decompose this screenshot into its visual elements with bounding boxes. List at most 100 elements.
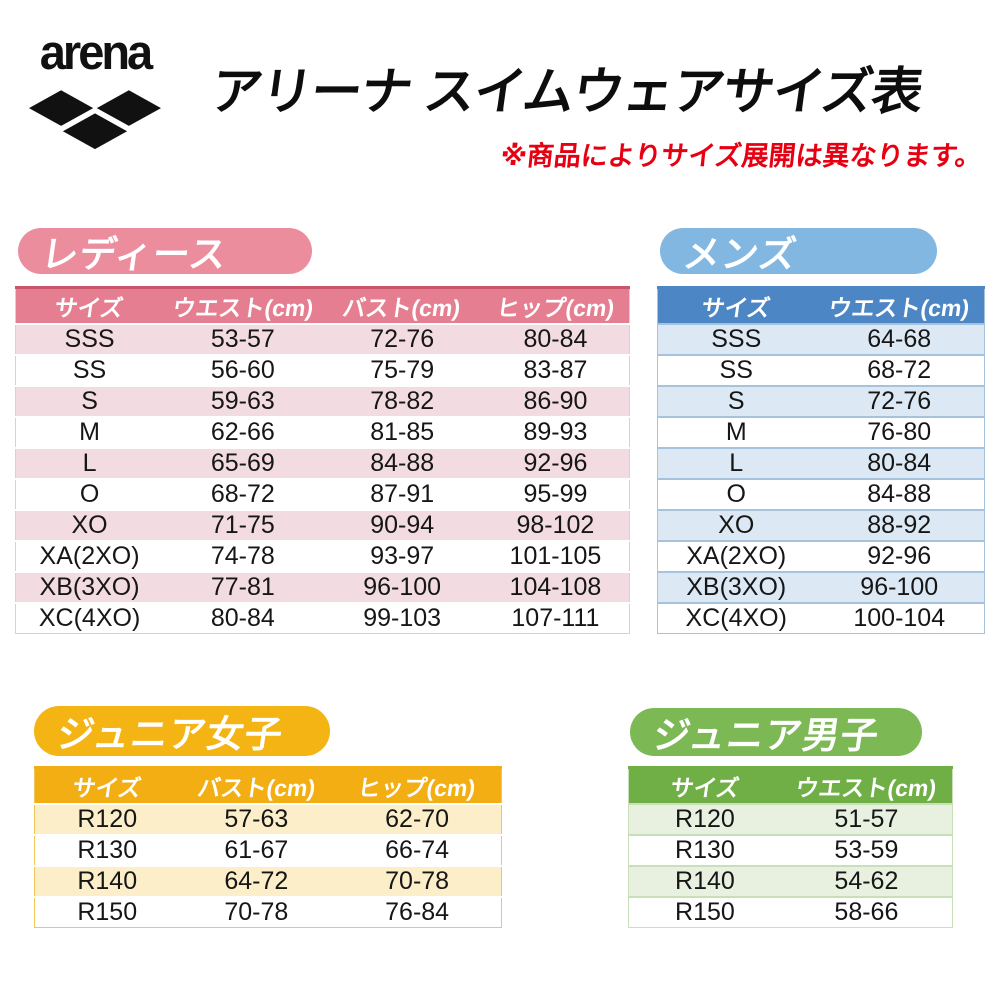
mens-table-header: サイズ ウエスト(cm) <box>657 287 985 324</box>
measurement-cell: 75-79 <box>370 356 435 384</box>
measurement-cell: 86-90 <box>523 387 588 415</box>
table-row: O 84-88 <box>657 479 985 510</box>
measurement-cell: 92-96 <box>867 542 932 570</box>
size-cell: R150 <box>675 898 735 926</box>
table-row: M 76-80 <box>657 417 985 448</box>
measurement-cell: 87-91 <box>370 480 435 508</box>
measurement-cell: 56-60 <box>210 356 275 384</box>
arena-logo-wordmark: arena <box>39 23 153 80</box>
header-row: サイズ ウエスト(cm) <box>628 767 953 804</box>
size-cell: XC(4XO) <box>685 604 787 632</box>
column-header: ヒップ(cm) <box>333 767 502 804</box>
ladies-table-body: SSS 53-57 72-76 80-84 SS 56-60 75-79 83-87 S 59-6… <box>15 324 630 634</box>
size-cell: SSS <box>64 325 115 353</box>
measurement-cell: 95-99 <box>523 480 588 508</box>
table-row: SS 56-60 75-79 83-87 <box>15 355 630 386</box>
size-cell: XO <box>718 511 755 539</box>
table-row: R150 70-78 76-84 <box>34 897 502 928</box>
measurement-cell: 76-84 <box>385 898 450 926</box>
mens-badge: メンズ <box>660 228 937 275</box>
measurement-cell: 70-78 <box>385 867 450 895</box>
arena-logo: arena <box>25 23 165 156</box>
measurement-cell: 81-85 <box>370 418 435 446</box>
measurement-cell: 58-66 <box>834 898 899 926</box>
measurement-cell: 65-69 <box>210 449 275 477</box>
size-cell: M <box>725 418 747 446</box>
junior-girls-badge: ジュニア女子 <box>34 706 330 756</box>
measurement-cell: 76-80 <box>867 418 932 446</box>
page-title: アリーナ スイムウェアサイズ表 <box>207 63 926 120</box>
measurement-cell: 66-74 <box>385 836 450 864</box>
table-row: M 62-66 81-85 89-93 <box>15 417 630 448</box>
measurement-cell: 72-76 <box>370 325 435 353</box>
table-row: SS 68-72 <box>657 355 985 386</box>
table-row: S 59-63 78-82 86-90 <box>15 386 630 417</box>
column-header: サイズ <box>657 287 815 324</box>
measurement-cell: 53-57 <box>210 325 275 353</box>
measurement-cell: 90-94 <box>370 511 435 539</box>
section-ladies: レディース サイズ ウエスト(cm) バスト(cm) ヒップ(cm) SSS 53-57… <box>15 228 630 638</box>
junior-boys-badge-label: ジュニア男子 <box>650 715 882 756</box>
measurement-cell: 98-102 <box>516 511 595 539</box>
measurement-cell: 57-63 <box>224 805 289 833</box>
measurement-cell: 51-57 <box>834 805 899 833</box>
header-row: サイズ ウエスト(cm) <box>657 287 985 324</box>
measurement-cell: 78-82 <box>370 387 435 415</box>
size-cell: S <box>81 387 98 415</box>
junior-girls-table-body: R120 57-63 62-70 R130 61-67 66-74 R140 64-72 70-… <box>34 804 502 928</box>
size-cell: XC(4XO) <box>38 604 141 632</box>
table-row: SSS 53-57 72-76 80-84 <box>15 324 630 355</box>
arena-diamonds-icon <box>29 90 161 150</box>
table-row: XC(4XO) 100-104 <box>657 603 985 634</box>
section-junior-girls: ジュニア女子 サイズ バスト(cm) ヒップ(cm) R120 57-63 62-70 R… <box>34 706 502 936</box>
table-row: XO 88-92 <box>657 510 985 541</box>
size-disclaimer-note: ※商品によりサイズ展開は異なります。 <box>498 141 984 171</box>
measurement-cell: 92-96 <box>523 449 588 477</box>
table-row: XA(2XO) 74-78 93-97 101-105 <box>15 541 630 572</box>
mens-size-table: サイズ ウエスト(cm) SSS 64-68 SS 68-72 S 72-76 M 76-80 L… <box>657 286 985 634</box>
column-header-label: サイズ <box>53 295 126 321</box>
measurement-cell: 93-97 <box>370 542 435 570</box>
measurement-cell: 88-92 <box>867 511 932 539</box>
table-row: R140 64-72 70-78 <box>34 866 502 897</box>
measurement-cell: 64-68 <box>867 325 932 353</box>
table-row: XO 71-75 90-94 98-102 <box>15 510 630 541</box>
ladies-badge-label: レディース <box>38 234 230 275</box>
table-row: XB(3XO) 96-100 <box>657 572 985 603</box>
size-cell: XB(3XO) <box>686 573 787 601</box>
column-header-label: ヒップ(cm) <box>356 775 478 801</box>
measurement-cell: 83-87 <box>523 356 588 384</box>
header-row: サイズ ウエスト(cm) バスト(cm) ヒップ(cm) <box>15 287 630 324</box>
section-junior-boys: ジュニア男子 サイズ ウエスト(cm) R120 51-57 R130 53-59 R14… <box>628 706 953 936</box>
column-header: ウエスト(cm) <box>780 767 953 804</box>
section-mens: メンズ サイズ ウエスト(cm) SSS 64-68 SS 68-72 S 72-76 M 76… <box>657 228 985 638</box>
measurement-cell: 64-72 <box>224 867 289 895</box>
table-row: O 68-72 87-91 95-99 <box>15 479 630 510</box>
measurement-cell: 61-67 <box>224 836 289 864</box>
measurement-cell: 68-72 <box>210 480 275 508</box>
measurement-cell: 101-105 <box>509 542 602 570</box>
column-header-label: ヒップ(cm) <box>494 295 616 321</box>
column-header: ウエスト(cm) <box>814 287 985 324</box>
column-header: サイズ <box>628 767 781 804</box>
size-cell: R120 <box>675 805 735 833</box>
size-cell: R130 <box>77 836 138 864</box>
measurement-cell: 84-88 <box>867 480 932 508</box>
table-row: XA(2XO) 92-96 <box>657 541 985 572</box>
size-cell: M <box>79 418 100 446</box>
measurement-cell: 80-84 <box>523 325 588 353</box>
column-header-label: ウエスト(cm) <box>170 295 315 321</box>
column-header-label: サイズ <box>668 775 741 801</box>
measurement-cell: 59-63 <box>210 387 275 415</box>
measurement-cell: 70-78 <box>224 898 289 926</box>
size-cell: R150 <box>77 898 138 926</box>
table-row: R130 53-59 <box>628 835 953 866</box>
column-header: サイズ <box>15 287 164 324</box>
size-cell: S <box>727 387 745 415</box>
column-header-label: ウエスト(cm) <box>826 295 972 321</box>
measurement-cell: 71-75 <box>210 511 275 539</box>
measurement-cell: 80-84 <box>210 604 275 632</box>
table-row: R120 51-57 <box>628 804 953 835</box>
table-row: XB(3XO) 77-81 96-100 104-108 <box>15 572 630 603</box>
